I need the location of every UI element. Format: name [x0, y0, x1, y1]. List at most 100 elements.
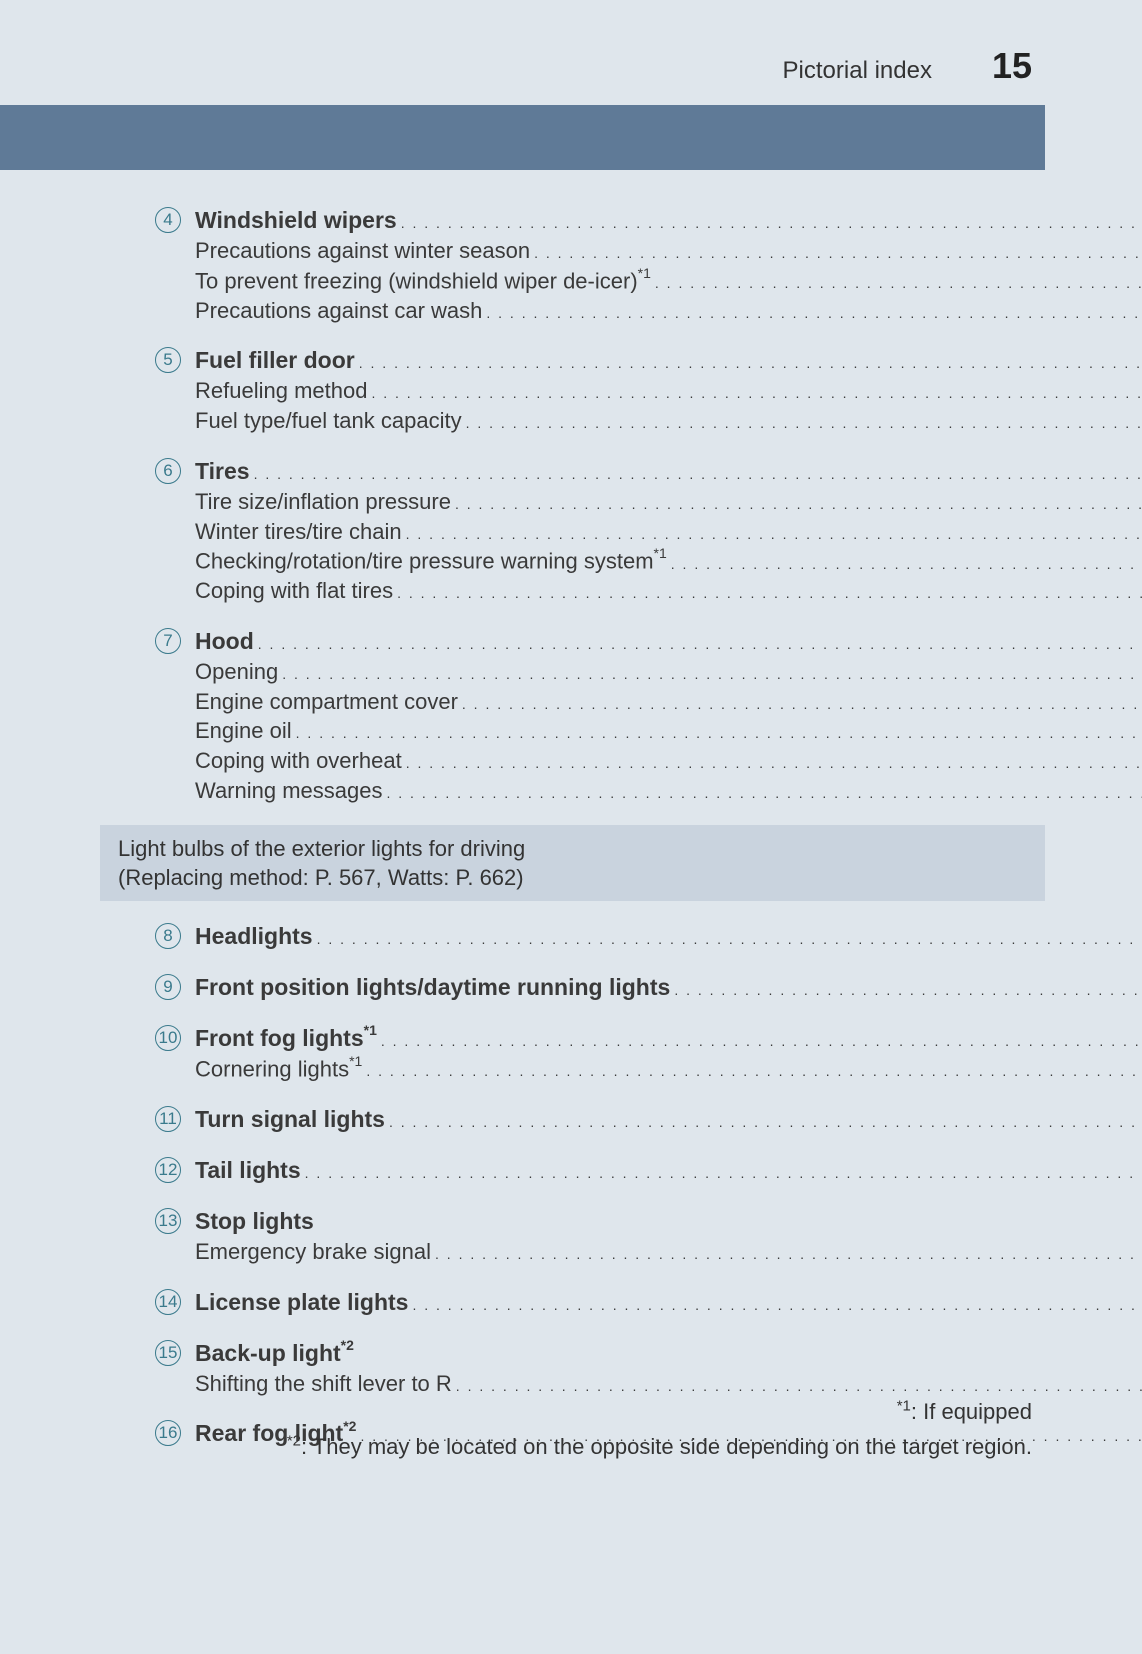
- index-label: Fuel type/fuel tank capacity: [195, 406, 462, 436]
- leader-dots: [408, 1288, 1142, 1318]
- index-line: Coping with overheatP. 644: [195, 746, 1142, 776]
- item-number-circle: 6: [155, 458, 181, 484]
- index-lines: TiresP. 545Tire size/inflation pressureP…: [195, 456, 1142, 606]
- index-group: 5Fuel filler doorP. 265Refueling methodP…: [155, 345, 1015, 435]
- footnote-mark: *1: [897, 1397, 911, 1414]
- index-line: HeadlightsP. 249: [195, 921, 1142, 952]
- index-group: 12Tail lightsP. 249: [155, 1155, 1015, 1186]
- leader-dots: [651, 266, 1142, 296]
- index-label: Tire size/inflation pressure: [195, 487, 451, 517]
- item-number-circle: 13: [155, 1208, 181, 1234]
- index-label: Tires: [195, 456, 250, 487]
- index-label: Engine compartment cover: [195, 687, 458, 717]
- leader-dots: [462, 406, 1142, 436]
- index-lines: Windshield wipersP. 259Precautions again…: [195, 205, 1142, 325]
- superscript-note: *1: [638, 265, 651, 281]
- index-label: Winter tires/tire chain: [195, 517, 402, 547]
- content-area: 4Windshield wipersP. 259Precautions agai…: [155, 205, 1015, 1469]
- index-lines: HeadlightsP. 249: [195, 921, 1142, 952]
- index-lines: Turn signal lightsP. 242: [195, 1104, 1142, 1135]
- item-number-circle: 14: [155, 1289, 181, 1315]
- index-group: 11Turn signal lightsP. 242: [155, 1104, 1015, 1135]
- superscript-note: *1: [364, 1022, 377, 1038]
- index-line: Stop lights: [195, 1206, 1142, 1237]
- index-line: Emergency brake signalP. 341: [195, 1237, 1142, 1267]
- index-line: Refueling methodP. 265: [195, 376, 1142, 406]
- leader-dots: [301, 1156, 1142, 1186]
- item-number-circle: 4: [155, 207, 181, 233]
- index-group: 15Back-up light*2Shifting the shift leve…: [155, 1338, 1015, 1399]
- leader-dots: [402, 746, 1142, 776]
- item-number-circle: 7: [155, 628, 181, 654]
- index-line: Winter tires/tire chainP. 369: [195, 517, 1142, 547]
- section-title: Pictorial index: [783, 57, 932, 85]
- index-group: 7HoodP. 528OpeningP. 528Engine compartme…: [155, 626, 1015, 805]
- index-group: 14License plate lightsP. 249: [155, 1287, 1015, 1318]
- index-label: Opening: [195, 657, 278, 687]
- index-lines: Front fog lights*1P. 257Cornering lights…: [195, 1023, 1142, 1084]
- index-lines: Fuel filler doorP. 265Refueling methodP.…: [195, 345, 1142, 435]
- index-line: Precautions against winter seasonP. 369: [195, 236, 1142, 266]
- leader-dots: [367, 376, 1142, 406]
- index-group: 8HeadlightsP. 249: [155, 921, 1015, 952]
- item-number-circle: 16: [155, 1420, 181, 1446]
- index-label: Tail lights: [195, 1155, 301, 1186]
- leader-dots: [667, 547, 1142, 577]
- banner-line1: Light bulbs of the exterior lights for d…: [118, 835, 1027, 864]
- leader-dots: [458, 687, 1142, 717]
- index-label: Hood: [195, 626, 254, 657]
- index-line: Fuel type/fuel tank capacityP. 654: [195, 406, 1142, 436]
- leader-dots: [292, 716, 1142, 746]
- leader-dots: [254, 627, 1142, 657]
- index-label: Precautions against car wash: [195, 296, 482, 326]
- index-line: Fuel filler doorP. 265: [195, 345, 1142, 376]
- item-number-circle: 9: [155, 974, 181, 1000]
- index-group: 9 Front position lights/daytime running l…: [155, 972, 1015, 1003]
- item-number-circle: 5: [155, 347, 181, 373]
- superscript-note: *2: [341, 1337, 354, 1353]
- banner-line2: (Replacing method: P. 567, Watts: P. 662…: [118, 864, 1027, 893]
- header-bar: [0, 105, 1045, 170]
- index-label: Front position lights/daytime running li…: [195, 972, 670, 1003]
- index-line: Tire size/inflation pressureP. 660: [195, 487, 1142, 517]
- index-lines: Tail lightsP. 249: [195, 1155, 1142, 1186]
- index-label: License plate lights: [195, 1287, 408, 1318]
- index-line: Windshield wipersP. 259: [195, 205, 1142, 236]
- index-label: Front fog lights*1: [195, 1023, 377, 1054]
- leader-dots: [278, 657, 1142, 687]
- index-label: Emergency brake signal: [195, 1237, 431, 1267]
- footnote-mark: *2: [287, 1432, 301, 1449]
- item-number-circle: 12: [155, 1157, 181, 1183]
- index-line: Cornering lights*1P. 250: [195, 1054, 1142, 1084]
- index-label: Checking/rotation/tire pressure warning …: [195, 546, 667, 576]
- leader-dots: [431, 1237, 1142, 1267]
- index-line: HoodP. 528: [195, 626, 1142, 657]
- index-label: Refueling method: [195, 376, 367, 406]
- index-line: Warning messagesP. 600: [195, 776, 1142, 806]
- index-line: Engine oilP. 655: [195, 716, 1142, 746]
- index-line: OpeningP. 528: [195, 657, 1142, 687]
- index-label: To prevent freezing (windshield wiper de…: [195, 266, 651, 296]
- index-line: Tail lightsP. 249: [195, 1155, 1142, 1186]
- leader-dots: [313, 922, 1142, 952]
- index-line: Back-up light*2: [195, 1338, 1142, 1369]
- index-line: TiresP. 545: [195, 456, 1142, 487]
- index-line: Engine compartment coverP. 532: [195, 687, 1142, 717]
- index-label: Warning messages: [195, 776, 382, 806]
- leader-dots: [670, 973, 1142, 1003]
- leader-dots: [250, 457, 1142, 487]
- index-line: Checking/rotation/tire pressure warning …: [195, 546, 1142, 576]
- superscript-note: *1: [654, 545, 667, 561]
- index-lines: Back-up light*2Shifting the shift lever …: [195, 1338, 1142, 1399]
- index-label: Back-up light*2: [195, 1338, 354, 1369]
- item-number-circle: 15: [155, 1340, 181, 1366]
- index-lines: Front position lights/daytime running li…: [195, 972, 1142, 1003]
- index-group: 13Stop lightsEmergency brake signalP. 34…: [155, 1206, 1015, 1267]
- index-line: Front fog lights*1P. 257: [195, 1023, 1142, 1054]
- index-label: Precautions against winter season: [195, 236, 530, 266]
- index-label: Headlights: [195, 921, 313, 952]
- item-number-circle: 8: [155, 923, 181, 949]
- leader-dots: [451, 487, 1142, 517]
- index-label: Turn signal lights: [195, 1104, 385, 1135]
- index-line: Coping with flat tiresP. 604, 617: [195, 576, 1142, 606]
